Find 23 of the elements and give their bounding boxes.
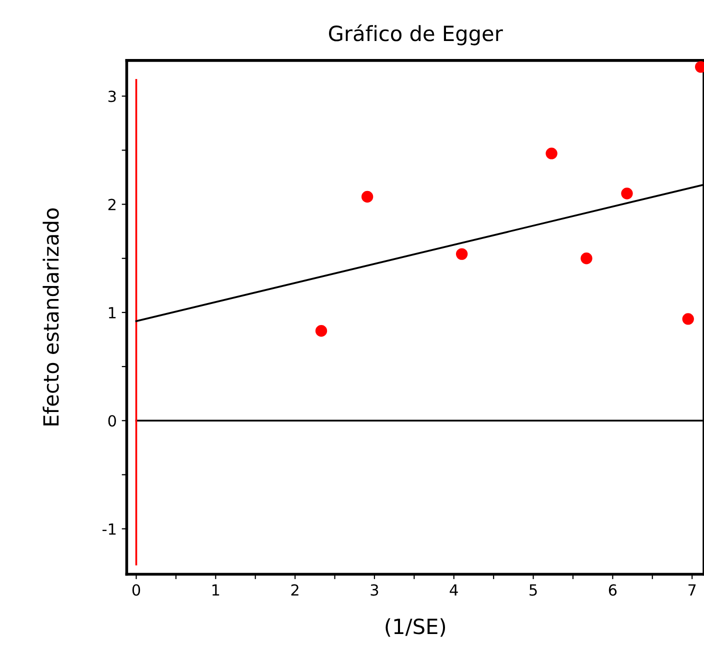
y-tick-label: -1 <box>102 523 116 535</box>
y-axis-title: Efecto estandarizado <box>42 208 59 426</box>
point <box>580 252 592 264</box>
y-tick-label: 3 <box>108 90 116 102</box>
y-tick-label: 1 <box>108 307 116 318</box>
x-tick-label: 0 <box>132 584 140 596</box>
x-tick-label: 6 <box>608 584 617 596</box>
point <box>456 248 468 260</box>
point <box>546 148 558 160</box>
x-tick-label: 3 <box>370 584 378 596</box>
x-tick-label: 1 <box>212 584 220 596</box>
point <box>621 188 633 200</box>
point <box>682 313 694 325</box>
x-tick-label: 2 <box>291 584 298 596</box>
x-tick-label: 7 <box>688 584 696 596</box>
x-tick-label: 5 <box>530 584 537 596</box>
y-tick-label: 2 <box>108 198 116 210</box>
y-tick-label: 0 <box>108 415 116 427</box>
chart-title: Gráfico de Egger <box>328 24 503 46</box>
point <box>315 325 328 337</box>
x-tick-label: 4 <box>450 584 458 596</box>
x-axis-title: (1/SE) <box>386 618 446 637</box>
point <box>361 190 374 203</box>
